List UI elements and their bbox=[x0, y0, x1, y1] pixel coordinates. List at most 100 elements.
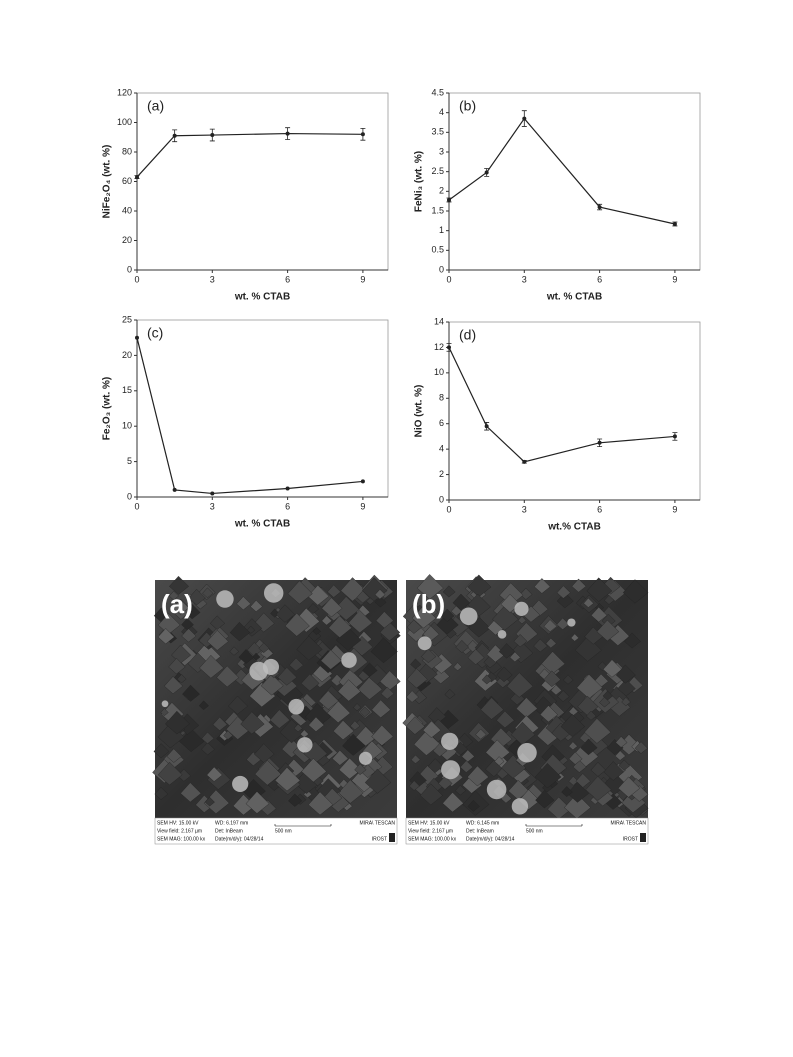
sem-label: (b) bbox=[412, 589, 445, 619]
crystal bbox=[157, 722, 185, 749]
particle bbox=[263, 583, 284, 603]
crystal bbox=[618, 759, 631, 771]
crystal bbox=[621, 697, 631, 707]
y-tick-label: 20 bbox=[122, 350, 132, 360]
particle bbox=[216, 590, 234, 608]
x-tick-label: 3 bbox=[522, 504, 527, 514]
data-point bbox=[210, 133, 215, 138]
panel-label: (a) bbox=[147, 98, 164, 114]
crystal bbox=[198, 700, 209, 711]
info-bar bbox=[154, 817, 398, 845]
crystal bbox=[586, 577, 613, 602]
crystal bbox=[634, 741, 648, 754]
crystal bbox=[556, 585, 571, 599]
y-tick-label: 10 bbox=[122, 421, 132, 431]
crystal bbox=[277, 667, 297, 686]
crystal bbox=[328, 615, 353, 638]
crystal bbox=[364, 768, 392, 794]
x-axis-label: wt. % CTAB bbox=[546, 292, 602, 303]
x-tick-label: 9 bbox=[672, 274, 677, 284]
crystal bbox=[442, 585, 456, 598]
y-tick-label: 12 bbox=[434, 342, 444, 352]
crystal bbox=[321, 597, 343, 618]
crystal bbox=[535, 790, 555, 809]
crystal bbox=[274, 767, 301, 792]
crystal bbox=[166, 748, 182, 763]
crystal bbox=[229, 621, 251, 642]
brand: MIRA\ TESCAN bbox=[360, 820, 396, 826]
crystal bbox=[602, 659, 623, 678]
x-tick-label: 6 bbox=[285, 501, 290, 511]
crystal bbox=[461, 749, 475, 763]
crystal bbox=[308, 716, 325, 732]
particle bbox=[262, 658, 280, 675]
crystal bbox=[590, 606, 608, 623]
crystal bbox=[556, 592, 574, 609]
crystal bbox=[603, 761, 625, 781]
crystal bbox=[419, 783, 443, 806]
crystal bbox=[432, 743, 448, 757]
data-point bbox=[360, 479, 365, 484]
panel-label: (c) bbox=[147, 325, 163, 341]
crystal bbox=[312, 627, 321, 635]
crystal bbox=[492, 605, 519, 631]
x-tick-label: 0 bbox=[446, 504, 451, 514]
sem-info: SEM MAG: 100.00 kx bbox=[157, 836, 206, 842]
crystal bbox=[427, 758, 444, 773]
crystal bbox=[154, 786, 169, 800]
crystal bbox=[568, 741, 578, 751]
crystal bbox=[442, 792, 464, 813]
crystal bbox=[260, 673, 284, 696]
data-point bbox=[172, 133, 177, 138]
sem-info: Det: InBeam bbox=[215, 828, 243, 834]
lab-logo bbox=[640, 833, 646, 842]
crystal bbox=[467, 765, 489, 787]
crystal bbox=[557, 690, 570, 702]
crystal bbox=[160, 708, 169, 717]
crystal bbox=[570, 633, 580, 642]
sem-info: Date(m/d/y): 04/28/14 bbox=[466, 836, 515, 842]
crystal bbox=[561, 786, 573, 797]
crystal bbox=[374, 589, 386, 600]
crystal bbox=[604, 594, 615, 605]
y-tick-label: 10 bbox=[434, 367, 444, 377]
particle bbox=[517, 743, 537, 763]
crystal bbox=[599, 696, 611, 708]
crystal bbox=[337, 679, 361, 702]
sem-info: Date(m/d/y): 04/28/14 bbox=[215, 836, 264, 842]
crystal bbox=[617, 679, 636, 697]
crystal bbox=[321, 615, 333, 626]
crystal bbox=[585, 776, 612, 801]
crystal bbox=[353, 703, 362, 712]
crystal bbox=[450, 605, 463, 617]
y-tick-label: 0 bbox=[127, 491, 132, 501]
crystal bbox=[453, 662, 463, 671]
lab: IROST bbox=[623, 836, 638, 842]
crystal bbox=[498, 643, 516, 659]
crystal bbox=[201, 731, 215, 744]
crystal bbox=[258, 642, 270, 653]
panel-label: (d) bbox=[459, 327, 476, 343]
particle bbox=[514, 601, 529, 616]
data-point bbox=[135, 335, 139, 340]
crystal bbox=[254, 743, 275, 763]
crystal bbox=[481, 674, 493, 685]
x-tick-label: 6 bbox=[597, 274, 602, 284]
sem-info: SEM HV: 15.00 kV bbox=[408, 820, 450, 826]
y-tick-label: 0 bbox=[439, 264, 444, 274]
crystal bbox=[467, 799, 480, 812]
y-axis-label: NiFe₂O₄ (wt. %) bbox=[102, 145, 113, 219]
data-point bbox=[522, 116, 527, 121]
crystal bbox=[416, 574, 444, 600]
crystal bbox=[455, 640, 469, 653]
data-line bbox=[136, 337, 363, 495]
crystal bbox=[533, 638, 548, 653]
scale-bar bbox=[274, 824, 332, 827]
data-point bbox=[597, 205, 602, 210]
sem-info: WD: 6.145 mm bbox=[466, 820, 499, 826]
crystal bbox=[422, 720, 442, 739]
crystal bbox=[459, 760, 474, 773]
y-axis-label: Fe₂O₃ (wt. %) bbox=[102, 377, 113, 441]
crystal bbox=[333, 720, 355, 741]
crystal bbox=[181, 628, 197, 643]
